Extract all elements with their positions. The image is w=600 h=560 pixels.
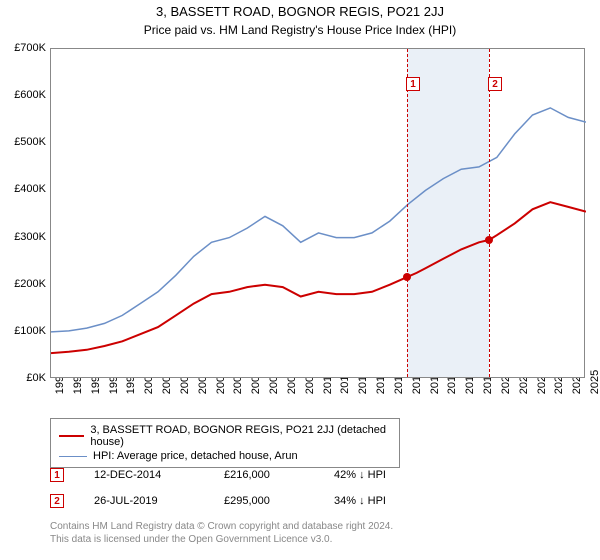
chart-title: 3, BASSETT ROAD, BOGNOR REGIS, PO21 2JJ: [0, 0, 600, 19]
marker-dash-line: [489, 49, 490, 377]
footer-attribution: Contains HM Land Registry data © Crown c…: [50, 520, 393, 546]
marker-data-row: 1 12-DEC-2014 £216,000 42% ↓ HPI: [50, 468, 386, 482]
data-point-marker: [403, 273, 411, 281]
marker-badge: 1: [406, 77, 420, 91]
marker-price: £216,000: [224, 469, 304, 481]
legend-box: 3, BASSETT ROAD, BOGNOR REGIS, PO21 2JJ …: [50, 418, 400, 468]
y-tick-label: £200K: [0, 278, 46, 290]
legend-label: HPI: Average price, detached house, Arun: [93, 450, 298, 462]
chart-svg: [51, 49, 586, 379]
footer-line-2: This data is licensed under the Open Gov…: [50, 533, 393, 546]
marker-number-box: 2: [50, 494, 64, 508]
marker-date: 12-DEC-2014: [94, 469, 194, 481]
series-line: [51, 108, 586, 332]
chart-subtitle: Price paid vs. HM Land Registry's House …: [0, 19, 600, 37]
legend-label: 3, BASSETT ROAD, BOGNOR REGIS, PO21 2JJ …: [90, 424, 391, 448]
y-tick-label: £0K: [0, 372, 46, 384]
marker-number-box: 1: [50, 468, 64, 482]
marker-delta: 42% ↓ HPI: [334, 469, 386, 481]
marker-price: £295,000: [224, 495, 304, 507]
legend-row: HPI: Average price, detached house, Arun: [59, 449, 391, 463]
y-tick-label: £400K: [0, 183, 46, 195]
legend-row: 3, BASSETT ROAD, BOGNOR REGIS, PO21 2JJ …: [59, 423, 391, 449]
legend-swatch: [59, 435, 84, 437]
y-tick-label: £300K: [0, 231, 46, 243]
marker-data-row: 2 26-JUL-2019 £295,000 34% ↓ HPI: [50, 494, 386, 508]
marker-badge: 2: [488, 77, 502, 91]
marker-delta: 34% ↓ HPI: [334, 495, 386, 507]
data-point-marker: [485, 236, 493, 244]
marker-date: 26-JUL-2019: [94, 495, 194, 507]
legend-swatch: [59, 456, 87, 457]
y-tick-label: £600K: [0, 89, 46, 101]
y-tick-label: £700K: [0, 42, 46, 54]
y-tick-label: £100K: [0, 325, 46, 337]
footer-line-1: Contains HM Land Registry data © Crown c…: [50, 520, 393, 533]
chart-plot-area: 12: [50, 48, 585, 378]
series-line: [51, 202, 586, 353]
x-tick-label: 2025: [589, 370, 600, 394]
marker-dash-line: [407, 49, 408, 377]
y-tick-label: £500K: [0, 136, 46, 148]
